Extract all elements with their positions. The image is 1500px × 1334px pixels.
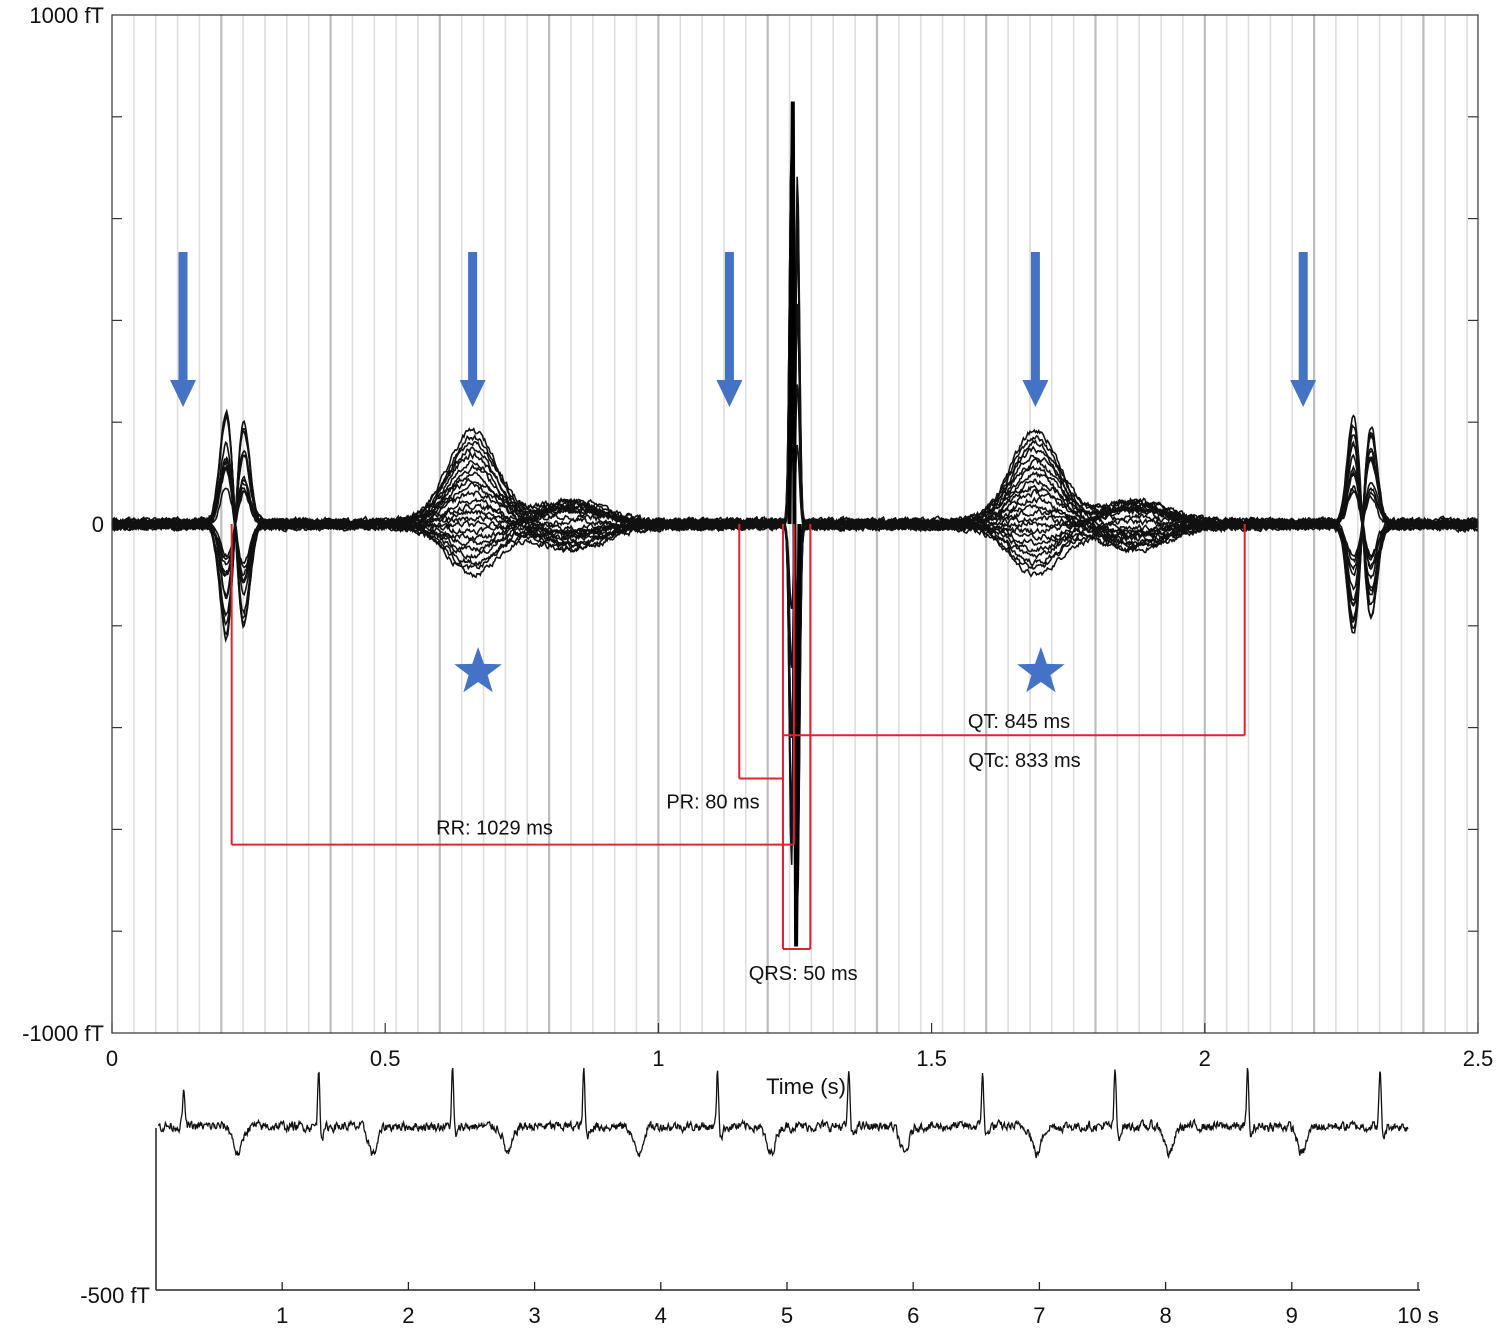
x-tick-label: 9 xyxy=(1286,1303,1298,1328)
star-icon xyxy=(1017,647,1065,693)
interval-label: RR: 1029 ms xyxy=(436,818,553,840)
x-tick-label: 10 s xyxy=(1397,1303,1439,1328)
x-tick-label: 0.5 xyxy=(370,1046,401,1071)
channel-traces xyxy=(111,101,1479,947)
x-tick-label: 7 xyxy=(1033,1303,1045,1328)
averaged-overlay-panel: 1000 fT0-1000 fT 0 0.5 1 1.5 2 2.5 RR: 1029 m… xyxy=(22,3,1493,1099)
interval-labels: RR: 1029 ms PR: 80 ms QT: 845 ms QTc: 833 m… xyxy=(436,711,1080,985)
single-channel-trace xyxy=(157,1067,1409,1160)
x-tick-label: 1.5 xyxy=(916,1046,947,1071)
x-axis-title: Time (s) xyxy=(766,1074,846,1099)
interval-label: QT: 845 ms xyxy=(968,711,1070,733)
x-tick-label: 6 xyxy=(907,1303,919,1328)
x-tick-label: 1 xyxy=(652,1046,664,1071)
interval-label: PR: 80 ms xyxy=(666,792,759,814)
x-axis-ticks: 1 2 3 4 5 6 7 8 9 10 s xyxy=(276,1282,1439,1328)
x-tick-label: 2 xyxy=(402,1303,414,1328)
interval-annotations xyxy=(230,524,1246,951)
arrow-icon xyxy=(1022,252,1049,407)
x-tick-label: 1 xyxy=(276,1303,288,1328)
arrow-icon xyxy=(170,252,197,407)
arrow-icon xyxy=(716,252,743,407)
y-tick-label: 1000 fT xyxy=(29,3,104,28)
x-tick-label: 0 xyxy=(106,1046,118,1071)
interval-label: QRS: 50 ms xyxy=(749,963,858,985)
y-axis-ticks: 1000 fT 0 -1000 fT xyxy=(22,3,1478,1046)
arrow-icon xyxy=(459,252,486,407)
ten-second-trace-panel: 1 2 3 4 5 6 7 8 9 10 s -500 fT xyxy=(80,1067,1439,1328)
plot-frame xyxy=(111,14,1479,1034)
star-icon xyxy=(454,647,502,693)
y-tick-label: 0 xyxy=(92,512,104,537)
x-tick-label: 2 xyxy=(1199,1046,1211,1071)
x-tick-label: 4 xyxy=(655,1303,667,1328)
y-tick-label: -500 fT xyxy=(80,1283,150,1308)
interval-label: QTc: 833 ms xyxy=(968,750,1080,772)
x-tick-label: 5 xyxy=(781,1303,793,1328)
trace-line xyxy=(157,1067,1409,1160)
x-tick-label: 3 xyxy=(528,1303,540,1328)
markers xyxy=(170,252,1317,693)
arrow-icon xyxy=(1290,252,1317,407)
x-tick-label: 8 xyxy=(1159,1303,1171,1328)
x-axis-ticks: 0 0.5 1 1.5 2 2.5 xyxy=(106,1023,1493,1071)
y-axis-ticks: -500 fT xyxy=(80,1283,150,1308)
y-tick-label: -1000 fT xyxy=(22,1021,104,1046)
x-tick-label: 2.5 xyxy=(1463,1046,1494,1071)
